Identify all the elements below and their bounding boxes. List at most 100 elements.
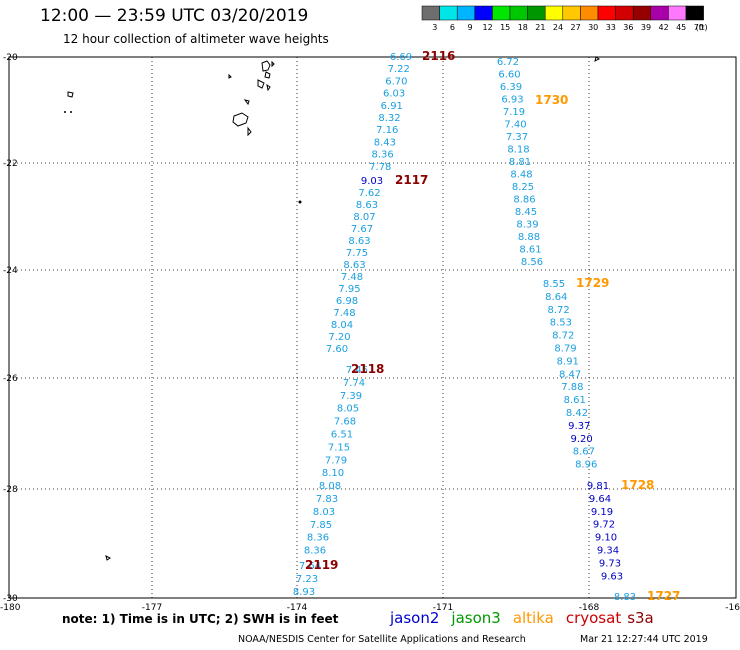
colorbar-swatch	[456, 5, 476, 21]
wave-height-value: 9.37	[568, 421, 590, 432]
satellite-legend: jason2 jason3 altika cryosat s3a	[390, 609, 666, 627]
wave-height-value: 8.05	[337, 404, 359, 415]
colorbar-label: 39	[641, 23, 651, 32]
colorbar-swatch	[474, 5, 493, 21]
wave-height-value: 6.70	[385, 76, 407, 87]
island-outlines	[64, 56, 600, 561]
wave-height-value: 7.23	[296, 574, 318, 585]
pass-time-label: 1729	[576, 276, 609, 290]
wave-height-value: 8.56	[521, 257, 543, 268]
latitude-label: -20	[3, 53, 18, 63]
colorbar-label: 36	[623, 23, 633, 32]
wave-height-value: 8.81	[509, 157, 531, 168]
colorbar-swatch	[421, 5, 440, 21]
wave-height-value: 9.64	[589, 494, 611, 505]
wave-height-value: 7.62	[358, 188, 380, 199]
wave-height-value: 8.42	[566, 408, 588, 419]
wave-height-value: 7.45	[346, 365, 368, 376]
wave-height-value: 7.19	[503, 107, 525, 118]
wave-height-value: 7.48	[341, 272, 363, 283]
longitude-label: -171	[433, 603, 453, 613]
wave-height-value: 8.64	[545, 292, 567, 303]
longitude-label: -168	[579, 603, 600, 613]
wave-height-value: 7.79	[325, 455, 347, 466]
track-pass: 8.55 8.64 8.72 8.53 8.72 8.798.91 8.47 7.88 8.61…	[543, 276, 610, 471]
wave-height-value: 6.39	[500, 82, 522, 93]
wave-height-value: 9.03	[361, 176, 383, 187]
colorbar-swatch	[615, 5, 634, 21]
track-pass: 6.697.226.70 6.036.918.327.168.43 8.367.78…	[369, 49, 455, 173]
island-outline	[67, 91, 74, 98]
wave-height-value: 9.63	[601, 571, 623, 582]
wave-height-value: 6.03	[383, 89, 405, 100]
colorbar-swatch	[597, 5, 616, 21]
credit-timestamp: Mar 21 12:27:44 UTC 2019	[580, 634, 708, 645]
wave-height-value: 7.16	[376, 125, 398, 136]
island-outline	[232, 112, 249, 127]
altimeter-tracks: 6.697.226.706.036.918.327.168.438.367.78…	[293, 49, 681, 603]
wave-height-value: 7.64	[299, 561, 321, 572]
colorbar-label: 42	[659, 23, 669, 32]
island-outline	[243, 99, 250, 106]
colorbar-swatch	[527, 5, 546, 21]
wave-height-value: 8.63	[343, 260, 365, 271]
pass-time-label: 2119	[305, 558, 338, 572]
wave-height-value: 8.48	[510, 170, 532, 181]
wave-height-value: 8.36	[304, 546, 326, 557]
pass-time-label: 1727	[647, 589, 680, 603]
wave-height-value: 7.48	[333, 308, 355, 319]
island-outline	[257, 79, 265, 89]
wave-height-value: 8.67	[573, 447, 595, 458]
wave-height-value: 7.88	[561, 382, 583, 393]
track-pass: 7.45 7.74 7.39 8.05 7.68 6.517.15 7.79 8.10 8.08…	[304, 362, 385, 557]
wave-height-value: 8.47	[559, 369, 581, 380]
wave-height-value: 6.93	[501, 95, 523, 106]
wave-height-value: 6.69	[390, 52, 412, 63]
wave-height-value: 7.40	[504, 120, 526, 131]
colorbar-label: 6	[450, 23, 455, 32]
wave-height-value: 8.32	[378, 113, 400, 124]
island-dot	[298, 200, 302, 204]
wave-height-value: 8.63	[356, 200, 378, 211]
wave-height-value: 7.15	[328, 442, 350, 453]
track-pass: 9.037.628.638.077.678.637.758.637.487.95…	[326, 173, 429, 355]
wave-height-value: 7.83	[316, 494, 338, 505]
wave-height-value: 7.60	[326, 344, 348, 355]
colorbar-swatch	[668, 5, 687, 21]
colorbar-swatch	[650, 5, 669, 21]
map-title: 12:00 — 23:59 UTC 03/20/2019	[40, 6, 309, 26]
wave-height-value: 8.53	[550, 318, 572, 329]
latitude-label: -30	[3, 594, 18, 604]
wave-height-value: 9.73	[599, 558, 621, 569]
wave-height-value: 8.36	[307, 533, 329, 544]
credit-source: NOAA/NESDIS Center for Satellite Applica…	[238, 634, 526, 645]
track-pass: 9.81 9.64 9.19 9.72 9.10 9.349.73 9.63 1728	[587, 478, 655, 582]
wave-height-value: 8.08	[319, 481, 341, 492]
wave-height-value: 9.19	[591, 507, 613, 518]
wave-height-value: 8.39	[516, 220, 538, 231]
wave-height-value: 8.79	[554, 344, 576, 355]
island-outline	[271, 60, 275, 68]
longitude-label: -174	[287, 603, 308, 613]
map-frame: -20 -22 -24 -26 -28 -30-180 -177 -174 -171 -168 -1…	[0, 53, 740, 613]
pass-time-label: 2117	[395, 173, 428, 187]
colorbar-legend: 3 6 9 12 15 18 21 24 27 30 33 36 39 42 45 70(ft)	[421, 5, 708, 32]
units-note: note: 1) Time is in UTC; 2) SWH is in fe…	[62, 612, 339, 626]
wave-height-value: 7.67	[351, 224, 373, 235]
wave-height-value: 8.63	[348, 236, 370, 247]
track-pass: 8.83 1727	[614, 589, 681, 603]
pass-time-label: 1728	[621, 478, 654, 492]
satellite-legend-jason3: jason3	[451, 609, 501, 627]
wave-height-value: 8.36	[371, 150, 393, 161]
colorbar-swatch	[439, 5, 458, 21]
colorbar-label: 70	[694, 23, 704, 32]
colorbar-label: 27	[571, 23, 581, 32]
wave-height-value: 6.91	[381, 101, 403, 112]
wave-height-value: 7.22	[388, 64, 410, 75]
pass-time-label: 2118	[351, 362, 384, 376]
satellite-legend-s3a: s3a	[627, 609, 654, 627]
island-outline	[261, 60, 271, 72]
island-outline	[594, 56, 600, 62]
colorbar-label: 45	[676, 23, 686, 32]
colorbar-label: 9	[467, 23, 472, 32]
